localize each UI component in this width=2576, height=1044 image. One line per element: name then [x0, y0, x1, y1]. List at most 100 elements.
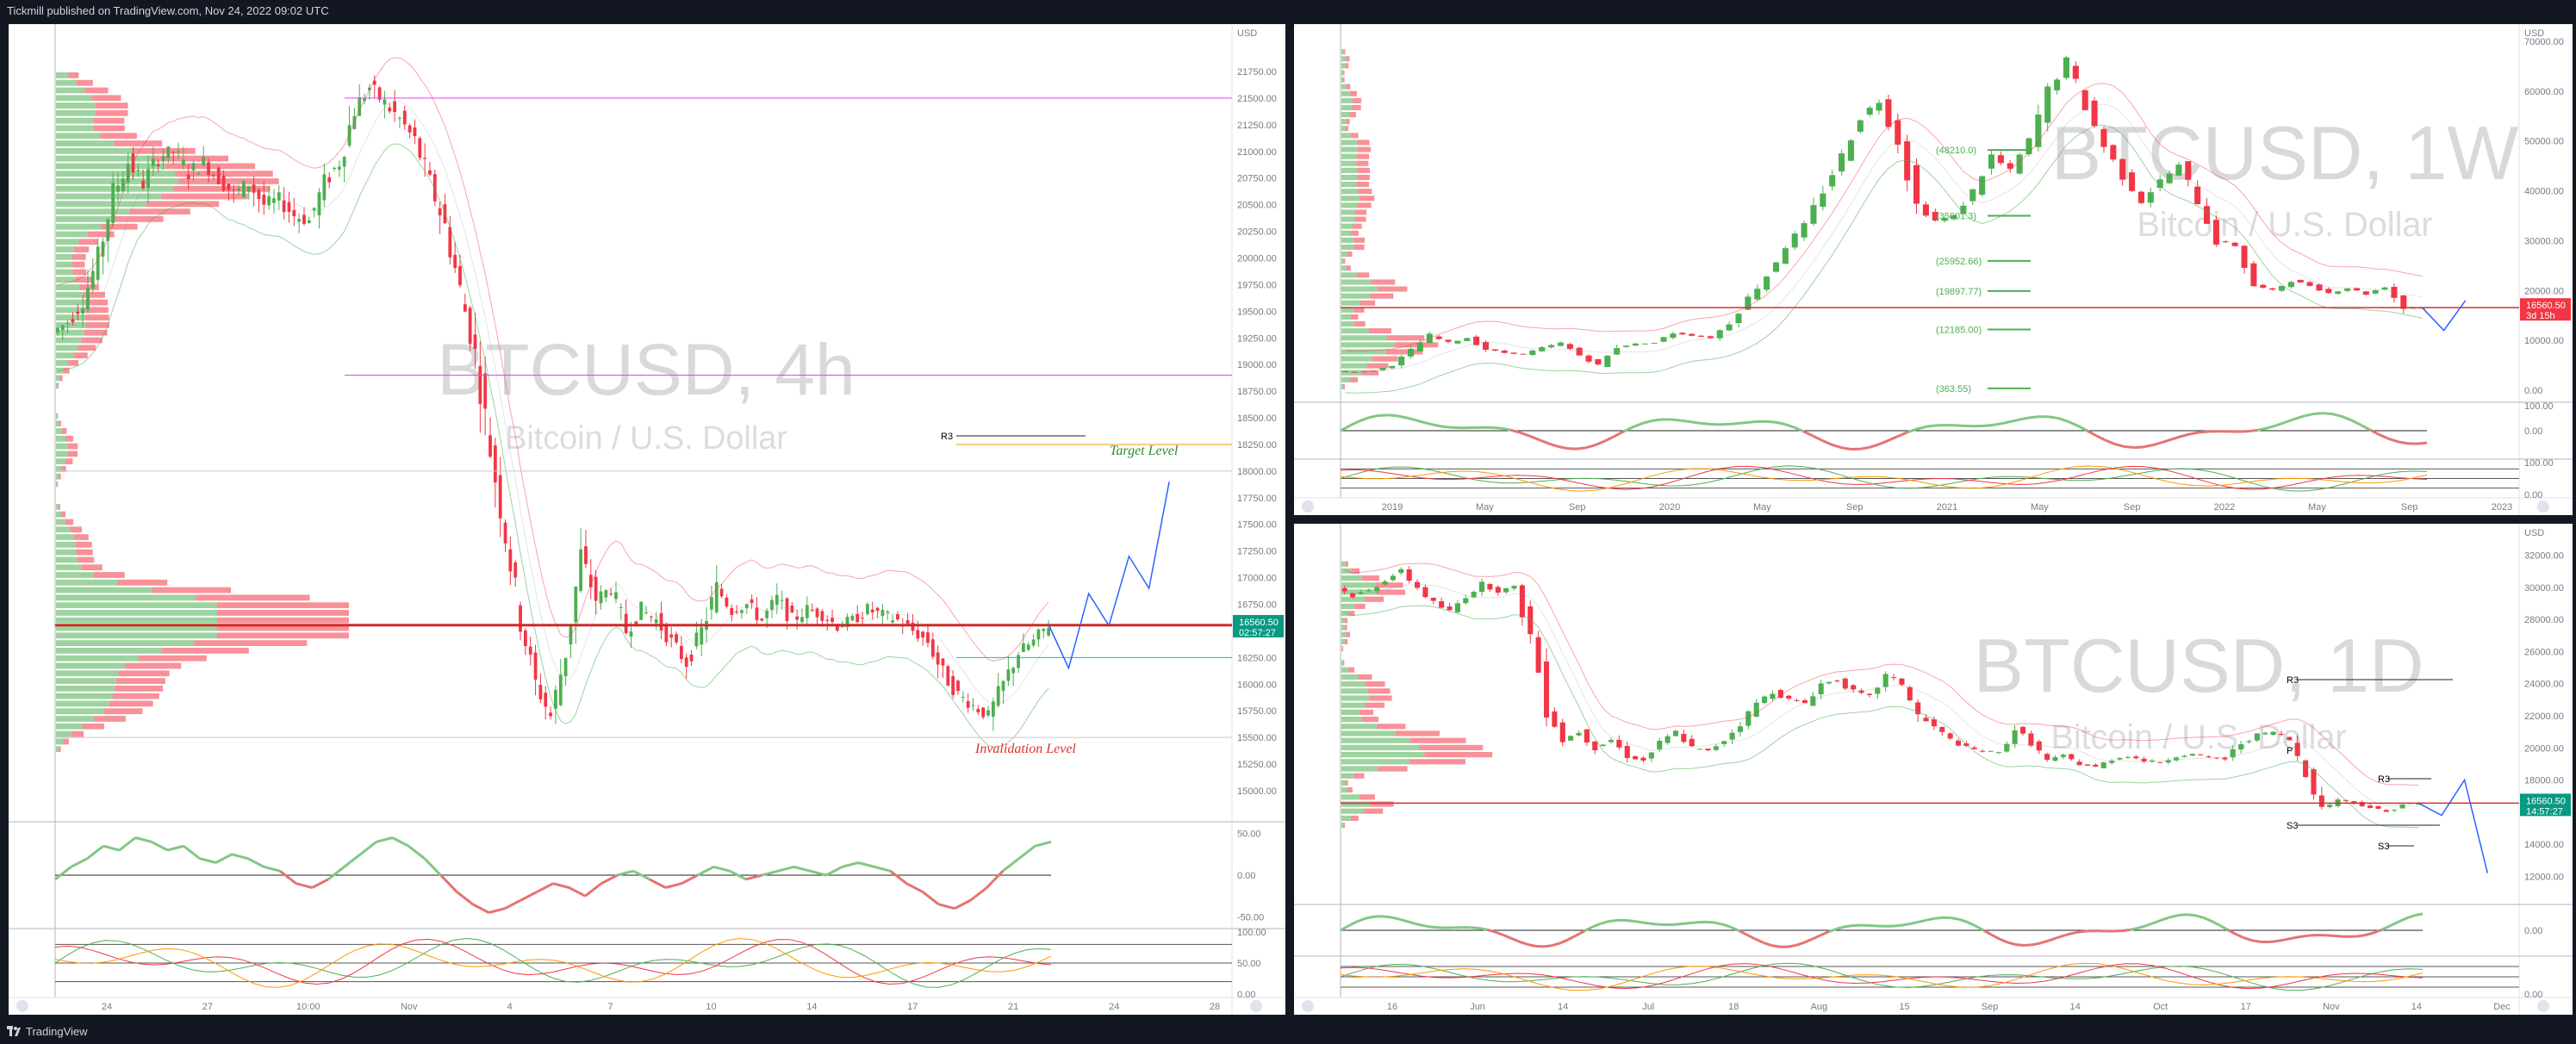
volume-profile-bar	[56, 307, 85, 314]
volume-profile-bar	[1353, 244, 1365, 250]
candle-body	[2072, 65, 2079, 79]
candle-body	[2060, 755, 2066, 757]
candle-body	[1951, 214, 1957, 220]
candle-body	[1875, 687, 1881, 694]
rsi-tick-label: 0.00	[1237, 871, 1255, 881]
volume-profile-bar	[56, 473, 59, 480]
candle-body	[1726, 324, 1733, 331]
candle-body	[519, 605, 522, 632]
volume-profile-bar	[59, 473, 61, 480]
volume-profile-bar	[1341, 49, 1344, 55]
volume-profile-bar	[56, 610, 217, 616]
candle-body	[1770, 693, 1776, 699]
candle-body	[2019, 726, 2026, 734]
candle-body	[1616, 739, 1622, 748]
candle-body	[453, 254, 457, 269]
candle-body	[2052, 757, 2058, 761]
zoom-reset-button[interactable]	[16, 1000, 28, 1012]
rsi-line	[1557, 444, 1568, 451]
volume-profile-bar	[77, 556, 95, 563]
stoch-line	[1340, 465, 2428, 492]
volume-profile-bar	[1349, 112, 1357, 118]
candle-body	[820, 611, 824, 621]
chart-1w-svg[interactable]: BTCUSD, 1W Bitcoin / U.S. Dollar USD70000.…	[1294, 24, 2573, 515]
y-tick-label: 21750.00	[1237, 67, 1277, 78]
candle-body	[2250, 263, 2257, 287]
auto-scale-button[interactable]	[2537, 1000, 2549, 1012]
rsi-line	[1897, 431, 1908, 438]
candle-body	[312, 208, 316, 211]
zoom-reset-button[interactable]	[1302, 1000, 1314, 1012]
candle-body	[930, 639, 935, 657]
volume-profile-bar	[65, 519, 74, 525]
auto-scale-button[interactable]	[1250, 1000, 1262, 1012]
rsi-line	[1567, 934, 1577, 941]
rsi-line	[134, 836, 152, 843]
candle-body	[544, 693, 548, 707]
candle-body	[90, 270, 95, 289]
candle-body	[242, 181, 246, 197]
volume-profile-bar	[56, 269, 73, 276]
volume-profile-bar	[1341, 823, 1344, 829]
volume-profile-bar	[178, 178, 279, 184]
rsi-line	[2256, 426, 2267, 432]
volume-profile-bar	[175, 171, 273, 177]
candle-body	[961, 697, 965, 699]
candle-body	[1913, 165, 1920, 204]
candle-body	[1632, 343, 1639, 346]
candle-body	[363, 98, 366, 102]
stoch-line	[54, 937, 1052, 988]
candle-body	[740, 610, 744, 613]
candle-body	[770, 600, 774, 610]
rsi-line	[745, 873, 762, 881]
chart-panel-1d[interactable]: BTCUSD, 1D Bitcoin / U.S. Dollar USD 32000.…	[1294, 524, 2573, 1015]
candle-body	[2260, 284, 2267, 288]
volume-profile-bar	[1349, 90, 1357, 96]
candle-body	[1955, 740, 1962, 746]
volume-profile-bar	[1341, 252, 1347, 258]
volume-profile-bar	[1346, 265, 1351, 271]
volume-profile-bar	[1350, 314, 1359, 320]
volume-profile-bar	[124, 662, 182, 669]
rsi-line	[1802, 430, 1814, 438]
chart-annotation: Target Level	[1110, 444, 1179, 458]
candle-body	[750, 599, 754, 603]
rsi-line	[2405, 914, 2416, 920]
rsi-line	[2357, 934, 2367, 938]
supertrend-lower	[1344, 605, 2419, 829]
candle-body	[1592, 741, 1598, 751]
volume-profile-bar	[56, 738, 64, 745]
candle-body	[700, 627, 704, 645]
rsi-line	[167, 844, 184, 852]
candle-body	[1882, 674, 1888, 687]
stoch-line	[1340, 465, 2428, 490]
volume-profile-bar	[82, 723, 104, 730]
rsi-line	[1828, 927, 1838, 934]
volume-profile-bar	[1352, 97, 1362, 103]
volume-profile-bar	[1345, 126, 1349, 132]
rsi-line	[2124, 445, 2135, 450]
rsi-line	[504, 898, 522, 910]
auto-scale-button[interactable]	[2537, 500, 2549, 513]
rsi-line	[1444, 426, 1454, 430]
candle-body	[1664, 736, 1671, 743]
rsi-line	[1405, 919, 1415, 925]
volume-profile-bar	[56, 625, 217, 631]
rsi-line	[2381, 924, 2391, 931]
volume-profile-bar	[173, 185, 271, 192]
candle-body	[2269, 288, 2276, 290]
chart-panel-1w[interactable]: BTCUSD, 1W Bitcoin / U.S. Dollar USD 70000.…	[1294, 24, 2573, 515]
candle-body	[719, 588, 724, 597]
zoom-reset-button[interactable]	[1302, 500, 1314, 513]
rsi-line	[1739, 929, 1748, 936]
candle-body	[1366, 589, 1372, 592]
candle-body	[951, 675, 955, 696]
rsi-line	[2350, 419, 2361, 426]
chart-panel-4h[interactable]: BTCUSD, 4h Bitcoin / U.S. Dollar USD 21750.…	[9, 24, 1285, 1015]
volume-profile-bar	[1341, 77, 1343, 83]
stoch-line	[1340, 962, 2424, 991]
candle-body	[181, 159, 185, 166]
candle-body	[1478, 581, 1485, 593]
